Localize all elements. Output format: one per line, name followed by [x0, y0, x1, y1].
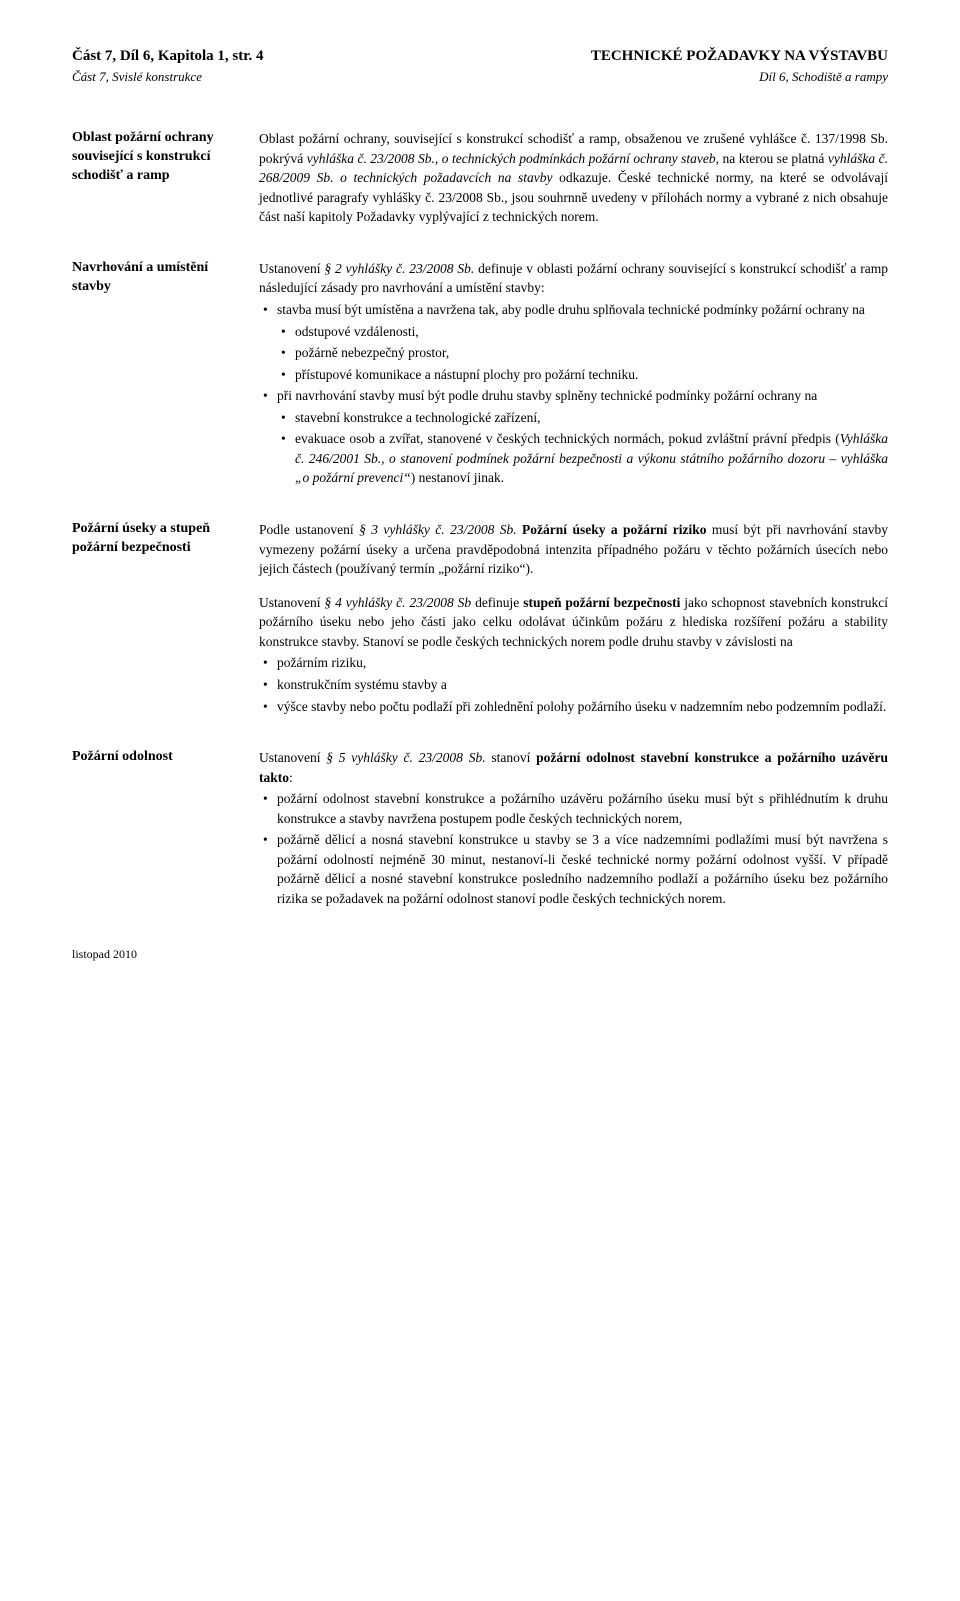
list-item: požární odolnost stavební konstrukce a p… — [259, 789, 888, 828]
section-body: Oblast požární ochrany, související s ko… — [259, 129, 888, 241]
text-italic: vyhláška č. 23/2008 Sb., o technických p… — [307, 151, 716, 166]
paragraph: Ustanovení § 4 vyhlášky č. 23/2008 Sb de… — [259, 593, 888, 652]
header-top-right: TECHNICKÉ POŽADAVKY NA VÝSTAVBU — [591, 48, 888, 65]
section-body: Ustanovení § 5 vyhlášky č. 23/2008 Sb. s… — [259, 748, 888, 923]
list-item: odstupové vzdálenosti, — [277, 322, 888, 342]
text: : — [289, 770, 293, 785]
text-bold: stupeň požární bezpečnosti — [523, 595, 680, 610]
text-italic: § 5 vyhlášky č. 23/2008 Sb. — [326, 750, 485, 765]
paragraph: Ustanovení § 2 vyhlášky č. 23/2008 Sb. d… — [259, 259, 888, 298]
bullet-list-nested: odstupové vzdálenosti, požárně nebezpečn… — [277, 322, 888, 385]
section-label: Oblast požární ochrany související s kon… — [72, 129, 259, 241]
list-item: evakuace osob a zvířat, stanovené v česk… — [277, 429, 888, 488]
section-label: Navrhování a umístění stavby — [72, 259, 259, 502]
text: stavba musí být umístěna a navržena tak,… — [277, 302, 865, 317]
header-sub-left: Část 7, Svislé konstrukce — [72, 69, 202, 85]
section-oblast: Oblast požární ochrany související s kon… — [72, 129, 888, 241]
footer-date: listopad 2010 — [72, 947, 888, 962]
paragraph: Podle ustanovení § 3 vyhlášky č. 23/2008… — [259, 520, 888, 579]
header-sub-right: Díl 6, Schodiště a rampy — [759, 69, 888, 85]
text: Ustanovení — [259, 595, 324, 610]
text: evakuace osob a zvířat, stanovené v česk… — [295, 431, 840, 446]
bullet-list: požárním riziku, konstrukčním systému st… — [259, 653, 888, 716]
list-item: stavební konstrukce a technologické zaří… — [277, 408, 888, 428]
paragraph: Ustanovení § 5 vyhlášky č. 23/2008 Sb. s… — [259, 748, 888, 787]
list-item: přístupové komunikace a nástupní plochy … — [277, 365, 888, 385]
header-top-row: Část 7, Díl 6, Kapitola 1, str. 4 TECHNI… — [72, 48, 888, 65]
list-item: výšce stavby nebo počtu podlaží při zohl… — [259, 697, 888, 717]
section-pozarni-useky: Požární úseky a stupeň požární bezpečnos… — [72, 520, 888, 730]
section-label: Požární úseky a stupeň požární bezpečnos… — [72, 520, 259, 730]
section-body: Ustanovení § 2 vyhlášky č. 23/2008 Sb. d… — [259, 259, 888, 502]
text: Podle ustanovení — [259, 522, 359, 537]
text-italic: § 4 vyhlášky č. 23/2008 Sb — [324, 595, 471, 610]
bullet-list: stavba musí být umístěna a navržena tak,… — [259, 300, 888, 488]
text: ) nestanoví jinak. — [411, 470, 504, 485]
text-bold: Požární úseky a požární riziko — [522, 522, 706, 537]
text-italic: § 2 vyhlášky č. 23/2008 Sb. — [324, 261, 474, 276]
header-sub-row: Část 7, Svislé konstrukce Díl 6, Schodiš… — [72, 69, 888, 85]
text: definuje — [471, 595, 523, 610]
list-item: stavba musí být umístěna a navržena tak,… — [259, 300, 888, 384]
text: Ustanovení — [259, 261, 324, 276]
section-body: Podle ustanovení § 3 vyhlášky č. 23/2008… — [259, 520, 888, 730]
section-label: Požární odolnost — [72, 748, 259, 923]
paragraph: Oblast požární ochrany, související s ko… — [259, 129, 888, 227]
section-navrhovani: Navrhování a umístění stavby Ustanovení … — [72, 259, 888, 502]
list-item: požárně nebezpečný prostor, — [277, 343, 888, 363]
list-item: požárně dělicí a nosná stavební konstruk… — [259, 830, 888, 908]
section-pozarni-odolnost: Požární odolnost Ustanovení § 5 vyhlášky… — [72, 748, 888, 923]
text: stanoví — [486, 750, 537, 765]
bullet-list: požární odolnost stavební konstrukce a p… — [259, 789, 888, 908]
header-top-left: Část 7, Díl 6, Kapitola 1, str. 4 — [72, 48, 264, 65]
list-item: konstrukčním systému stavby a — [259, 675, 888, 695]
text: , na kterou se platná — [716, 151, 828, 166]
text: Ustanovení — [259, 750, 326, 765]
bullet-list-nested: stavební konstrukce a technologické zaří… — [277, 408, 888, 488]
list-item: při navrhování stavby musí být podle dru… — [259, 386, 888, 488]
text-italic: § 3 vyhlášky č. 23/2008 Sb. — [359, 522, 517, 537]
text: při navrhování stavby musí být podle dru… — [277, 388, 817, 403]
list-item: požárním riziku, — [259, 653, 888, 673]
